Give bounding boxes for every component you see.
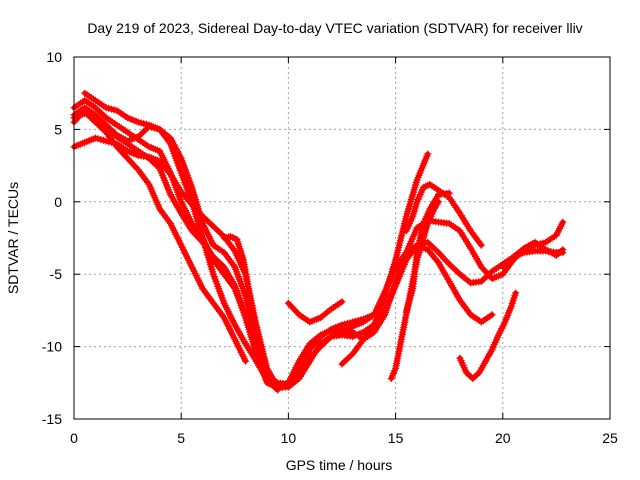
plus-markers [81,89,282,394]
series-track-7 [220,233,292,391]
x-tick-label: 20 [495,430,511,446]
y-tick-label: 5 [54,121,62,137]
x-tick-label: 5 [177,430,185,446]
series-track-5 [70,108,249,365]
x-tick-label: 0 [70,430,78,446]
y-tick-label: -15 [42,411,62,427]
x-tick-label: 15 [388,430,404,446]
grid-lines [74,57,610,419]
plus-markers [402,180,485,249]
series-track-8 [284,298,346,326]
plot-frame [73,56,611,420]
data-marks [70,89,567,394]
x-tick-label: 10 [281,430,297,446]
plus-markers [499,238,567,271]
plus-markers [284,298,346,326]
series-track-14 [499,238,567,271]
plus-markers [338,263,397,368]
series-track-12 [402,180,485,249]
plus-markers [456,289,520,382]
y-tick-label: -10 [42,339,62,355]
series-trace [457,290,519,381]
plus-markers [220,233,292,391]
series-track-9 [338,263,397,368]
x-tick-label: 25 [602,430,618,446]
series-track-6 [81,89,282,394]
y-tick-label: 10 [46,49,62,65]
series-track-11 [402,189,453,316]
series-track-13 [456,289,520,382]
y-tick-label: 0 [54,194,62,210]
chart-title: Day 219 of 2023, Sidereal Day-to-day VTE… [87,20,582,36]
axis-ticks: 0 5 10 15 20 25 10 5 0 -5 -10 -15 [42,49,618,446]
y-tick-label: -5 [50,266,63,282]
plus-markers [402,189,453,316]
x-axis-label: GPS time / hours [286,457,393,473]
y-axis-label: SDTVAR / TECUs [5,182,21,294]
